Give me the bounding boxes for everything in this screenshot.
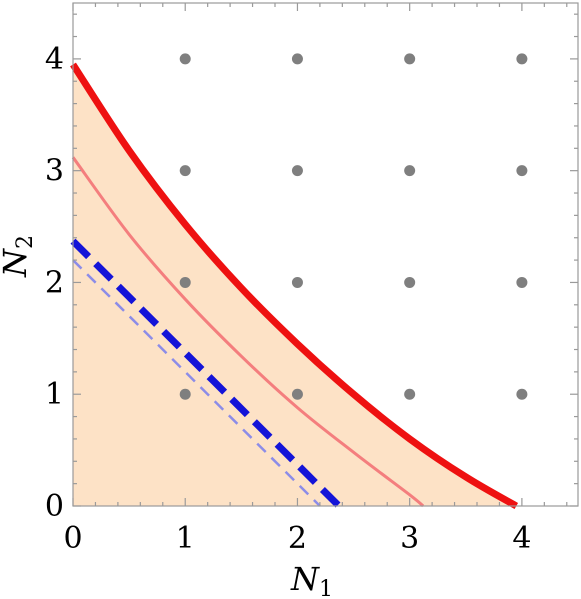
y-tick-label: 3 xyxy=(45,154,64,189)
lattice-point xyxy=(404,276,416,288)
x-tick-label: 4 xyxy=(512,521,531,556)
tick-layer xyxy=(72,3,578,507)
plot-border xyxy=(72,2,579,507)
x-tick-label: 2 xyxy=(288,521,307,556)
y-tick-label: 1 xyxy=(45,377,64,412)
lattice-point xyxy=(404,165,416,177)
x-tick-label: 1 xyxy=(176,521,195,556)
lattice-point xyxy=(404,388,416,400)
y-axis-label: N2 xyxy=(0,235,38,278)
x-axis-label-subscript: 1 xyxy=(319,577,333,599)
plot-frame xyxy=(72,2,579,507)
y-tick-label: 0 xyxy=(45,489,64,524)
lattice-point xyxy=(291,388,303,400)
lattice-point xyxy=(291,165,303,177)
y-tick-label: 4 xyxy=(45,42,64,77)
lattice-point xyxy=(179,53,191,65)
outer-curve-line xyxy=(70,62,519,510)
x-tick-label: 0 xyxy=(63,521,82,556)
inner-curve-line xyxy=(71,156,425,508)
x-tick-label: 3 xyxy=(400,521,419,556)
y-axis-label-subscript: 2 xyxy=(13,235,38,249)
lattice-point xyxy=(179,276,191,288)
y-tick-label: 2 xyxy=(45,265,64,300)
x-axis-label: N1 xyxy=(290,560,333,599)
thin-dashed-line xyxy=(72,259,321,507)
lattice-point xyxy=(516,165,528,177)
lattice-point xyxy=(291,276,303,288)
lattice-point xyxy=(516,276,528,288)
series-layer xyxy=(70,62,519,510)
lattice-points-layer xyxy=(179,53,528,400)
tick-labels: 0 1 2 3 4 0 1 2 3 4 xyxy=(45,42,532,556)
lattice-point xyxy=(179,165,191,177)
lattice-point xyxy=(291,53,303,65)
lattice-point xyxy=(404,53,416,65)
lattice-point xyxy=(516,53,528,65)
lattice-point xyxy=(516,388,528,400)
lattice-point xyxy=(179,388,191,400)
